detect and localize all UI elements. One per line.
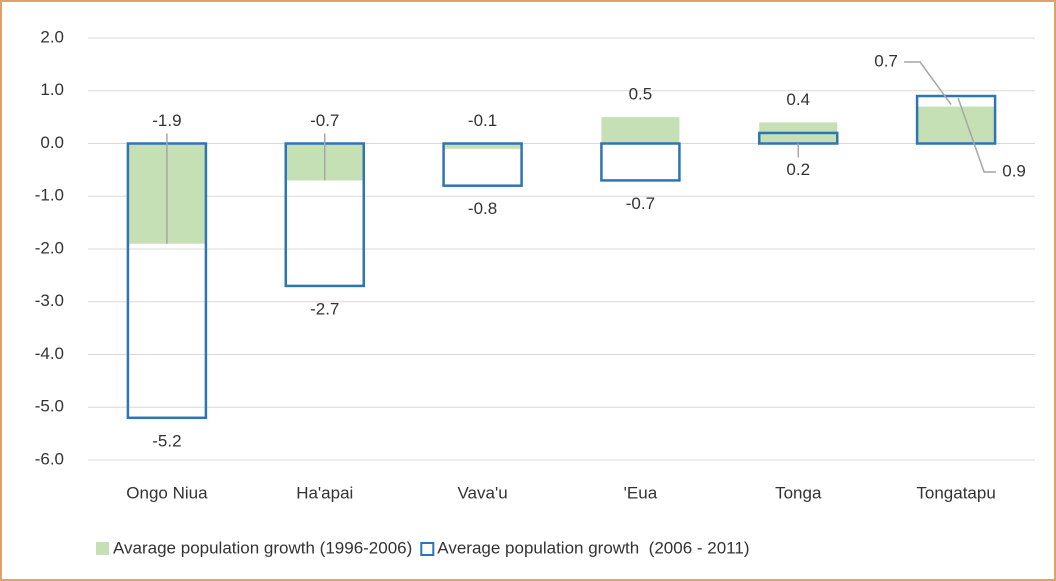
data-label: -5.2 bbox=[152, 431, 181, 450]
bar-outline bbox=[600, 142, 681, 182]
data-label: -0.1 bbox=[468, 111, 497, 130]
leader-line bbox=[957, 97, 997, 173]
x-tick-label: Ha'apai bbox=[296, 483, 353, 502]
data-label: -0.8 bbox=[468, 199, 497, 218]
y-tick-label: -5.0 bbox=[35, 397, 64, 416]
y-tick-label: -6.0 bbox=[35, 449, 64, 468]
y-tick-label: 1.0 bbox=[40, 80, 64, 99]
x-tick-label: Tonga bbox=[775, 483, 822, 502]
legend-label: Avarage population growth (1996-2006) bbox=[113, 538, 412, 557]
y-tick-label: -1.0 bbox=[35, 186, 64, 205]
data-label: -0.7 bbox=[310, 111, 339, 130]
data-label: -1.9 bbox=[152, 111, 181, 130]
bar-outline bbox=[442, 142, 523, 187]
leader-line bbox=[904, 61, 952, 106]
legend-swatch bbox=[420, 542, 435, 556]
x-tick-label: Ongo Niua bbox=[126, 483, 208, 502]
data-label: -2.7 bbox=[310, 299, 339, 318]
legend-label: Average population growth (2006 - 2011) bbox=[437, 538, 749, 557]
y-tick-label: -2.0 bbox=[35, 238, 64, 257]
data-label: 0.7 bbox=[874, 51, 898, 70]
y-tick-label: 2.0 bbox=[40, 27, 64, 46]
bar bbox=[601, 117, 680, 144]
data-label: 0.4 bbox=[786, 90, 810, 109]
y-tick-label: -3.0 bbox=[35, 291, 64, 310]
x-tick-label: Vava'u bbox=[457, 483, 507, 502]
data-label: -0.7 bbox=[626, 194, 655, 213]
y-tick-label: 0.0 bbox=[40, 133, 64, 152]
bar-outline bbox=[915, 94, 997, 145]
data-label: 0.5 bbox=[629, 85, 653, 104]
legend-swatch bbox=[96, 542, 109, 555]
x-tick-label: 'Eua bbox=[624, 483, 658, 502]
data-label: 0.9 bbox=[1002, 161, 1026, 180]
x-tick-label: Tongatapu bbox=[916, 483, 995, 502]
y-tick-label: -4.0 bbox=[35, 344, 64, 363]
bar bbox=[443, 143, 522, 149]
data-label: 0.2 bbox=[786, 160, 810, 179]
bar bbox=[917, 106, 996, 144]
